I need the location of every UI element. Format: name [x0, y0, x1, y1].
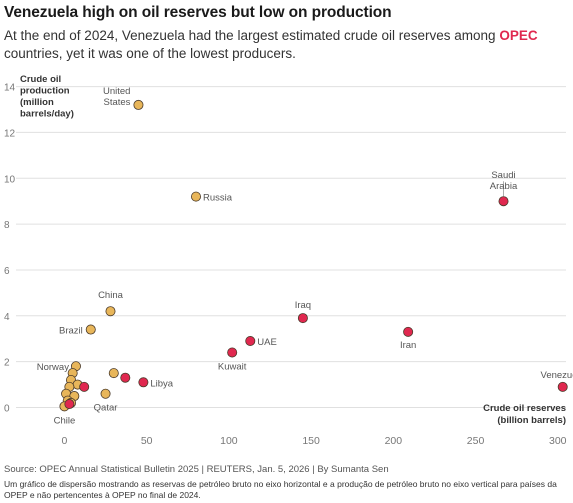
data-label-chile: Chile — [54, 415, 76, 426]
x-axis-title-line: Crude oil reserves — [483, 403, 566, 414]
y-axis-title-line: (million — [20, 97, 54, 108]
data-point-iraq — [297, 313, 308, 324]
data-point-uae — [245, 336, 256, 347]
x-tick-label: 300 — [549, 435, 567, 447]
y-tick-label: 8 — [4, 220, 10, 231]
data-point-saudi-arabia — [498, 196, 509, 207]
y-axis-title-line: Crude oil — [20, 74, 61, 85]
data-label-brazil: Brazil — [59, 326, 83, 337]
y-tick-label: 4 — [4, 312, 10, 323]
x-tick-label: 100 — [220, 435, 238, 447]
x-tick-label: 200 — [385, 435, 403, 447]
data-point-unlabeled — [64, 399, 75, 410]
y-tick-label: 6 — [4, 266, 10, 277]
data-label-russia: Russia — [203, 193, 233, 204]
y-tick-label: 12 — [4, 128, 16, 139]
y-tick-label: 0 — [4, 403, 10, 414]
data-point-brazil — [85, 324, 96, 335]
chart-title: Venezuela high on oil reserves but low o… — [4, 4, 392, 21]
data-point-venezuela — [557, 381, 568, 392]
subtitle-text-start: At the end of 2024, Venezuela had the la… — [4, 28, 500, 43]
y-tick-label: 2 — [4, 358, 10, 369]
alt-text-caption: Um gráfico de dispersão mostrando as res… — [4, 479, 557, 500]
data-label-saudi-arabia: Saudi — [491, 170, 515, 181]
x-tick-label: 0 — [62, 435, 68, 447]
data-point-libya — [138, 377, 149, 388]
data-label-kuwait: Kuwait — [218, 361, 247, 372]
data-label-saudi-arabia: Arabia — [490, 181, 518, 192]
data-label-china: China — [98, 290, 124, 301]
subtitle-opec-highlight: OPEC — [499, 28, 538, 43]
subtitle-text-end: countries, yet it was one of the lowest … — [4, 46, 296, 61]
data-label-libya: Libya — [150, 378, 173, 389]
data-label-norway: Norway — [37, 362, 69, 373]
data-label-uae: UAE — [257, 337, 277, 348]
data-point-unlabeled — [108, 368, 119, 379]
data-point-unlabeled — [120, 372, 131, 383]
data-label-qatar: Qatar — [94, 403, 118, 414]
data-label-iraq: Iraq — [295, 300, 311, 311]
chart-subtitle: At the end of 2024, Venezuela had the la… — [4, 27, 564, 63]
y-tick-label: 10 — [4, 174, 16, 185]
data-label-venezuela: Venezuela — [541, 370, 573, 381]
data-point-united-states — [133, 99, 144, 110]
data-point-unlabeled — [79, 381, 90, 392]
x-tick-label: 150 — [302, 435, 320, 447]
y-axis-title-line: barrels/day) — [20, 109, 74, 120]
data-point-qatar — [100, 388, 111, 399]
data-label-united-states: States — [104, 97, 131, 108]
x-axis-title-line: (billion barrels) — [497, 415, 566, 426]
data-point-kuwait — [227, 347, 238, 358]
x-tick-label: 250 — [467, 435, 485, 447]
data-point-china — [105, 306, 116, 317]
data-label-iran: Iran — [400, 340, 416, 351]
data-label-united-states: United — [103, 86, 130, 97]
data-point-iran — [403, 326, 414, 337]
x-tick-label: 50 — [141, 435, 153, 447]
y-axis-title-line: production — [20, 86, 70, 97]
data-point-russia — [190, 191, 201, 202]
scatter-chart: 0 2 4 6 8 10 12 14 0 50 100 150 200 250 300 Crude oilpr… — [4, 74, 573, 447]
y-tick-label: 14 — [4, 83, 16, 94]
source-note: Source: OPEC Annual Statistical Bulletin… — [4, 464, 389, 475]
